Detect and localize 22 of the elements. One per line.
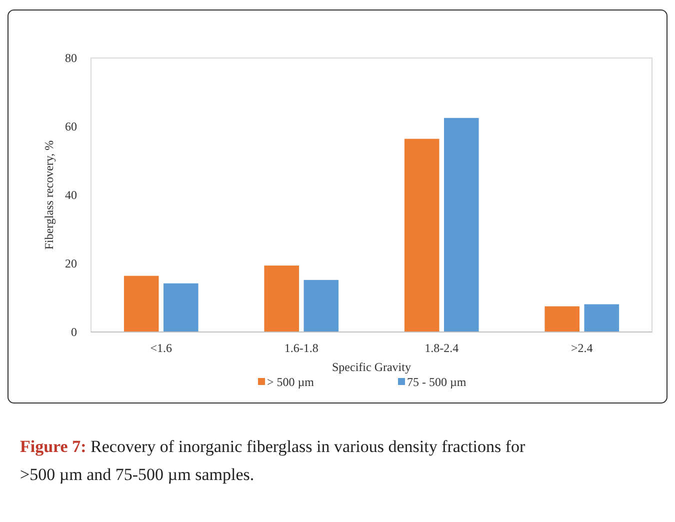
caption: Figure 7: Recovery of inorganic fiberglass in various density fractions for >500 µm and 75-500 µm samples. bbox=[20, 437, 526, 484]
x-tick-label: <1.6 bbox=[150, 341, 172, 355]
x-tick-label: 1.8-2.4 bbox=[424, 341, 459, 355]
legend-label: > 500 µm bbox=[267, 375, 315, 390]
bar bbox=[404, 138, 440, 332]
bar bbox=[584, 304, 620, 332]
bar bbox=[264, 266, 300, 332]
legend-label: 75 - 500 µm bbox=[407, 375, 467, 390]
x-tick-label: 1.6-1.8 bbox=[284, 341, 318, 355]
y-tick-label: 0 bbox=[71, 325, 77, 340]
bar bbox=[444, 118, 479, 332]
y-tick-label: 40 bbox=[65, 188, 77, 202]
x-axis-title: Specific Gravity bbox=[332, 360, 411, 374]
bar bbox=[163, 283, 198, 332]
bar bbox=[124, 276, 159, 332]
y-axis-title: Fiberglass recovery, % bbox=[42, 140, 56, 250]
y-tick-label: 20 bbox=[65, 256, 77, 271]
bar bbox=[304, 280, 339, 332]
x-tick-label: >2.4 bbox=[570, 341, 593, 355]
y-tick-label: 80 bbox=[65, 51, 77, 66]
y-tick-label: 60 bbox=[65, 120, 77, 134]
bar bbox=[544, 306, 580, 332]
